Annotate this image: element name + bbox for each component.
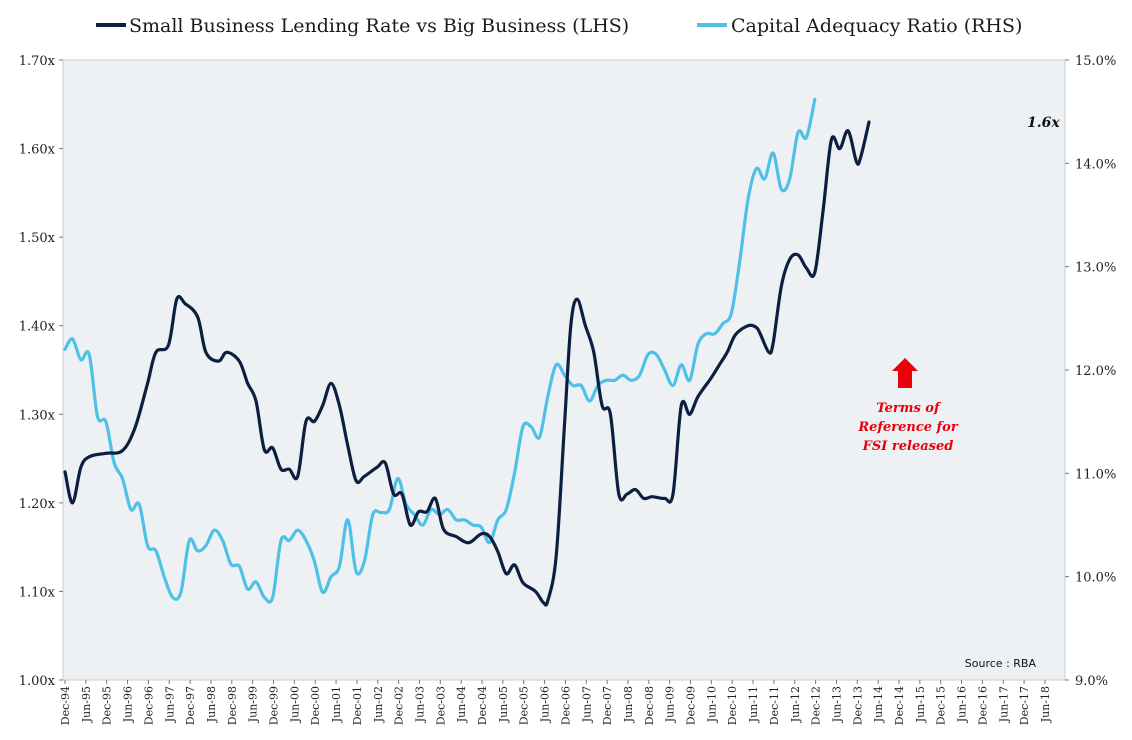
legend: Small Business Lending Rate vs Big Busin…: [96, 15, 1022, 37]
y-right-tick-label: 13.0%: [1075, 261, 1116, 276]
x-tick-label: Jun-13: [830, 686, 843, 723]
y-right-tick-label: 15.0%: [1075, 54, 1116, 69]
x-tick-label: Dec-17: [1018, 686, 1031, 725]
x-tick-label: Jun-05: [497, 686, 510, 723]
x-tick-label: Dec-94: [59, 686, 72, 725]
x-tick-label: Dec-16: [976, 686, 989, 725]
x-tick-label: Dec-12: [810, 686, 823, 725]
x-tick-label: Jun-01: [330, 686, 343, 723]
y-right-tick-label: 11.0%: [1075, 467, 1116, 482]
fsi-annotation-line-1: Terms of: [876, 401, 942, 416]
legend-label-car: Capital Adequacy Ratio (RHS): [731, 15, 1022, 37]
x-tick-label: Dec-95: [101, 686, 114, 725]
x-tick-label: Dec-14: [893, 686, 906, 725]
x-tick-label: Jun-15: [914, 686, 927, 723]
x-tick-label: Dec-99: [268, 686, 281, 725]
x-tick-label: Jun-16: [956, 686, 969, 723]
series-layer: [63, 97, 871, 607]
y-right-tick-label: 10.0%: [1075, 571, 1116, 586]
x-tick-label: Dec-97: [184, 686, 197, 725]
x-tick-label: Jun-98: [205, 686, 218, 723]
y-right-tick-label: 9.0%: [1075, 674, 1108, 689]
y-left-tick-label: 1.60x: [19, 143, 56, 158]
y-left-tick-label: 1.20x: [19, 497, 56, 512]
y-right-tick-label: 14.0%: [1075, 157, 1116, 172]
y-left-tick-label: 1.10x: [19, 585, 56, 600]
fsi-annotation-line-3: FSI released: [862, 439, 954, 454]
y-left-tick-label: 1.40x: [19, 320, 56, 335]
x-tick-label: Dec-13: [851, 686, 864, 725]
x-tick-label: Dec-06: [559, 686, 572, 725]
y-axis-left: 1.00x 1.10x 1.20x 1.30x 1.40x 1.50x 1.60x 1.70x: [19, 54, 63, 689]
x-axis: Dec-94 Jun-95 Dec-95 Jun-96 Dec-96 Jun-97 Dec-…: [59, 680, 1052, 725]
x-tick-label: Dec-01: [351, 686, 364, 725]
x-tick-label: Dec-07: [601, 686, 614, 725]
x-tick-label: Jun-12: [789, 686, 802, 723]
x-tick-label: Dec-04: [476, 686, 489, 725]
y-axis-right: 9.0% 10.0% 11.0% 12.0% 13.0% 14.0% 15.0%: [1065, 54, 1116, 689]
x-tick-label: Dec-15: [935, 686, 948, 725]
x-tick-label: Dec-05: [518, 686, 531, 725]
x-tick-label: Jun-04: [455, 686, 468, 723]
x-tick-label: Jun-02: [372, 686, 385, 723]
x-tick-label: Jun-17: [997, 686, 1010, 723]
y-right-tick-label: 12.0%: [1075, 364, 1116, 379]
x-tick-label: Dec-09: [685, 686, 698, 725]
x-tick-label: Dec-98: [226, 686, 239, 725]
fsi-arrow-icon: [892, 358, 918, 388]
legend-label-lending: Small Business Lending Rate vs Big Busin…: [129, 15, 629, 37]
x-tick-label: Jun-03: [413, 686, 426, 723]
source-label: Source : RBA: [965, 657, 1037, 670]
x-tick-label: Dec-96: [142, 686, 155, 725]
x-tick-label: Dec-11: [768, 686, 781, 725]
x-tick-label: Jun-08: [622, 686, 635, 723]
series-line-lending-rate: [63, 120, 871, 607]
y-left-tick-label: 1.30x: [19, 408, 56, 423]
x-tick-label: Jun-97: [163, 686, 176, 723]
x-tick-label: Jun-14: [872, 686, 885, 723]
x-tick-label: Jun-95: [80, 686, 93, 723]
x-tick-label: Dec-10: [726, 686, 739, 725]
x-tick-label: Jun-07: [580, 686, 593, 723]
x-tick-label: Dec-03: [434, 686, 447, 725]
y-left-tick-label: 1.50x: [19, 231, 56, 246]
y-left-tick-label: 1.70x: [19, 54, 56, 69]
x-tick-label: Jun-09: [664, 686, 677, 723]
x-tick-label: Jun-96: [122, 686, 135, 723]
y-left-tick-label: 1.00x: [19, 674, 56, 689]
x-tick-label: Jun-11: [747, 686, 760, 723]
x-tick-label: Dec-02: [393, 686, 406, 725]
x-tick-label: Dec-08: [643, 686, 656, 725]
x-tick-label: Jun-06: [539, 686, 552, 723]
fsi-annotation: Terms of Reference for FSI released: [857, 358, 959, 454]
x-tick-label: Jun-00: [288, 686, 301, 723]
x-tick-label: Dec-00: [309, 686, 322, 725]
x-tick-label: Jun-10: [705, 686, 718, 723]
end-value-label: 1.6x: [1027, 115, 1060, 131]
x-tick-label: Jun-99: [247, 686, 260, 723]
fsi-annotation-line-2: Reference for: [857, 420, 958, 435]
x-tick-label: Jun-18: [1039, 686, 1052, 723]
